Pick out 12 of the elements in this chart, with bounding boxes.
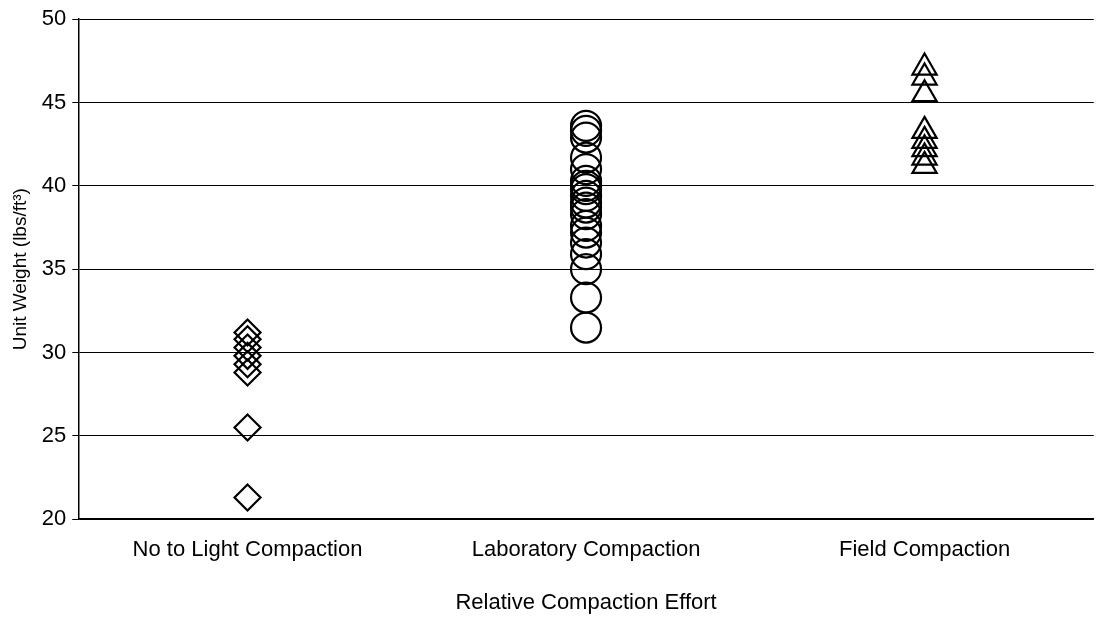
- y-tick-label: 50: [41, 5, 67, 31]
- y-tick-label: 40: [41, 171, 67, 197]
- y-tick-label: 20: [41, 505, 67, 531]
- y-tick-label: 35: [41, 255, 67, 281]
- x-axis-title: Relative Compaction Effort: [455, 588, 717, 614]
- y-tick-label: 45: [41, 88, 67, 114]
- x-tick-label: Field Compaction: [838, 536, 1011, 562]
- x-tick-label: No to Light Compaction: [132, 536, 363, 562]
- x-tick-label: Laboratory Compaction: [471, 536, 701, 562]
- y-tick-label: 25: [41, 421, 67, 447]
- y-tick-label: 30: [41, 338, 67, 364]
- y-axis-title: Unit Weight (lbs/ft³): [8, 188, 30, 351]
